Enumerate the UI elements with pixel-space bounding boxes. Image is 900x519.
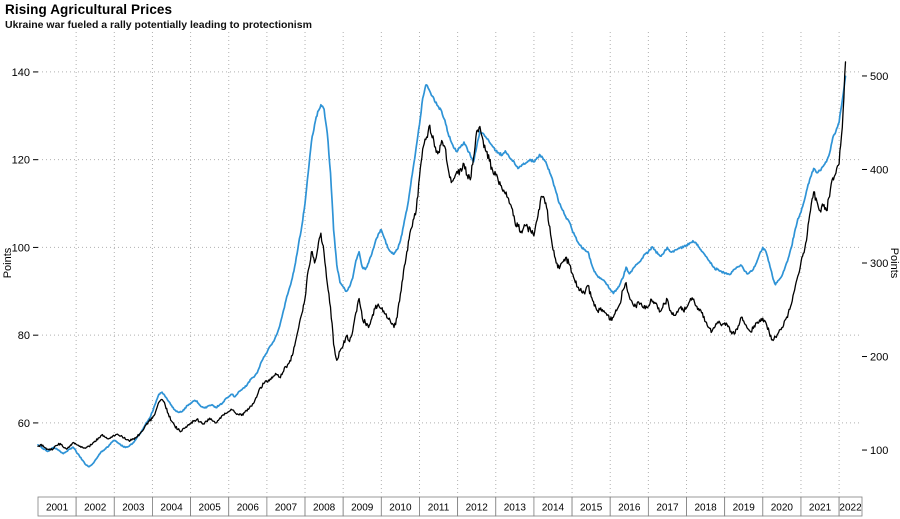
chart-subtitle: Ukraine war fueled a rally potentially l… xyxy=(5,19,312,31)
right-tick-label: 200 xyxy=(870,352,888,364)
year-label: 2014 xyxy=(542,503,565,514)
year-label: 2011 xyxy=(428,503,450,514)
year-label: 2005 xyxy=(199,503,222,514)
year-label: 2007 xyxy=(275,503,298,514)
year-label: 2019 xyxy=(733,503,756,514)
year-label: 2021 xyxy=(809,503,832,514)
year-label: 2009 xyxy=(351,503,374,514)
right-tick-label: 300 xyxy=(870,258,888,270)
year-label: 2020 xyxy=(771,503,794,514)
year-label: 2001 xyxy=(46,503,69,514)
left-tick-label: 80 xyxy=(18,330,30,342)
left-tick-label: 120 xyxy=(12,155,30,167)
year-label: 2016 xyxy=(618,503,641,514)
year-label: 2002 xyxy=(84,503,107,514)
year-label: 2015 xyxy=(580,503,603,514)
year-label: 2018 xyxy=(694,503,717,514)
left-tick-label: 140 xyxy=(12,67,30,79)
year-label: 2010 xyxy=(389,503,412,514)
chart-header: Rising Agricultural Prices Ukraine war f… xyxy=(5,2,312,31)
year-label: 2004 xyxy=(160,503,183,514)
year-label: 2013 xyxy=(504,503,527,514)
right-tick-label: 400 xyxy=(870,164,888,176)
left-tick-label: 100 xyxy=(12,242,30,254)
right-tick-label: 500 xyxy=(870,71,888,83)
left-tick-label: 60 xyxy=(18,418,30,430)
chart-title: Rising Agricultural Prices xyxy=(5,2,173,17)
left-axis-title: Points xyxy=(2,247,14,278)
year-label: 2008 xyxy=(313,503,336,514)
black-index-line xyxy=(37,61,847,451)
year-label: 2003 xyxy=(122,503,145,514)
year-box xyxy=(838,496,863,517)
year-label: 2012 xyxy=(466,503,489,514)
year-label: 2017 xyxy=(656,503,679,514)
right-axis-title: Points xyxy=(888,248,900,279)
year-label: 2022 xyxy=(839,503,862,514)
year-label: 2006 xyxy=(237,503,260,514)
right-tick-label: 100 xyxy=(870,445,888,457)
blue-index-line xyxy=(37,75,847,468)
